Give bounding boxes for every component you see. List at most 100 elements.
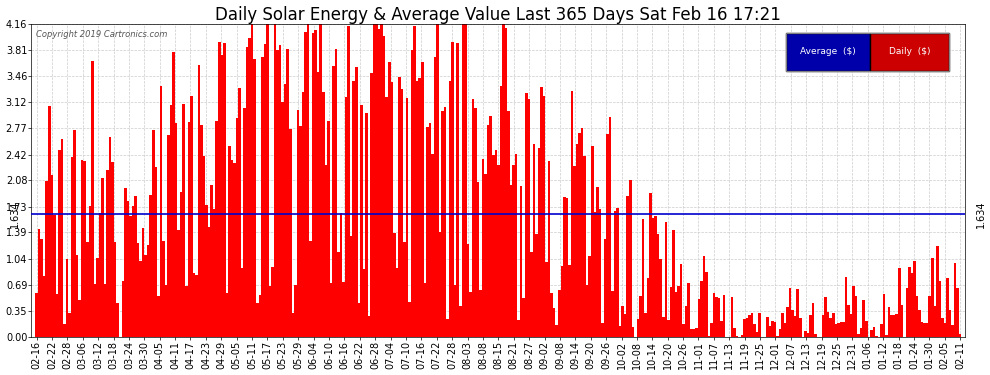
Bar: [695, 328, 698, 337]
Bar: [86, 242, 88, 337]
Bar: [743, 319, 745, 337]
Bar: [919, 310, 921, 337]
Bar: [830, 318, 832, 337]
Bar: [753, 324, 756, 337]
Bar: [349, 236, 352, 337]
Bar: [908, 267, 911, 337]
Bar: [883, 294, 885, 337]
Bar: [854, 296, 857, 337]
Bar: [677, 286, 680, 337]
Bar: [675, 292, 677, 337]
Bar: [741, 335, 743, 337]
Bar: [451, 42, 454, 337]
Bar: [862, 300, 865, 337]
Bar: [175, 123, 177, 337]
Bar: [424, 284, 426, 337]
Bar: [924, 323, 926, 337]
Bar: [94, 284, 96, 337]
Bar: [723, 295, 726, 337]
Bar: [477, 182, 479, 337]
Bar: [338, 252, 340, 337]
Bar: [852, 286, 854, 337]
Bar: [203, 156, 205, 337]
Bar: [124, 188, 127, 337]
Bar: [390, 82, 393, 337]
Bar: [268, 286, 271, 337]
Bar: [416, 81, 419, 337]
Bar: [669, 287, 672, 337]
Bar: [779, 329, 781, 337]
Bar: [76, 255, 78, 337]
Bar: [419, 78, 421, 337]
Bar: [446, 320, 448, 337]
Bar: [187, 122, 190, 337]
Bar: [36, 292, 38, 337]
Bar: [241, 268, 244, 337]
Bar: [177, 230, 180, 337]
Bar: [745, 318, 748, 337]
Bar: [46, 181, 48, 337]
Bar: [234, 163, 236, 337]
Bar: [345, 97, 347, 337]
Bar: [53, 215, 55, 337]
Bar: [832, 313, 835, 337]
Bar: [132, 206, 135, 337]
Bar: [81, 160, 83, 337]
Bar: [117, 303, 119, 337]
Bar: [872, 327, 875, 337]
Bar: [367, 316, 370, 337]
Bar: [736, 336, 739, 337]
Bar: [68, 313, 71, 337]
Bar: [48, 106, 50, 337]
Bar: [528, 99, 530, 337]
Bar: [162, 242, 164, 337]
Bar: [393, 233, 396, 337]
Bar: [228, 146, 231, 337]
Bar: [664, 222, 667, 337]
Bar: [705, 272, 708, 337]
Bar: [58, 150, 60, 337]
Bar: [185, 286, 187, 337]
Bar: [385, 97, 388, 337]
Bar: [96, 258, 99, 337]
Bar: [333, 66, 335, 337]
Bar: [182, 104, 185, 337]
Bar: [244, 108, 246, 337]
Bar: [588, 256, 591, 337]
Bar: [893, 315, 896, 337]
Bar: [466, 244, 469, 337]
Bar: [649, 193, 651, 337]
Bar: [708, 336, 710, 337]
Bar: [448, 81, 451, 337]
Bar: [629, 180, 632, 337]
Bar: [380, 24, 383, 337]
Bar: [461, 24, 464, 337]
Bar: [274, 24, 276, 337]
Bar: [396, 268, 398, 337]
Bar: [865, 321, 867, 337]
Bar: [112, 162, 114, 337]
Bar: [552, 309, 555, 337]
Bar: [487, 125, 489, 337]
Bar: [327, 121, 330, 337]
Bar: [835, 324, 838, 337]
Bar: [563, 197, 565, 337]
Bar: [654, 216, 657, 337]
Bar: [471, 99, 474, 337]
Bar: [281, 102, 284, 337]
Bar: [657, 234, 659, 337]
Bar: [55, 294, 58, 337]
Bar: [844, 278, 847, 337]
Bar: [71, 157, 73, 337]
Bar: [692, 329, 695, 337]
Bar: [279, 45, 281, 337]
Bar: [690, 329, 692, 337]
Bar: [565, 198, 568, 337]
Bar: [154, 167, 157, 337]
Bar: [297, 110, 299, 337]
Bar: [758, 313, 761, 337]
Bar: [624, 314, 627, 337]
Bar: [434, 57, 437, 337]
Bar: [213, 209, 216, 337]
Bar: [622, 306, 624, 337]
